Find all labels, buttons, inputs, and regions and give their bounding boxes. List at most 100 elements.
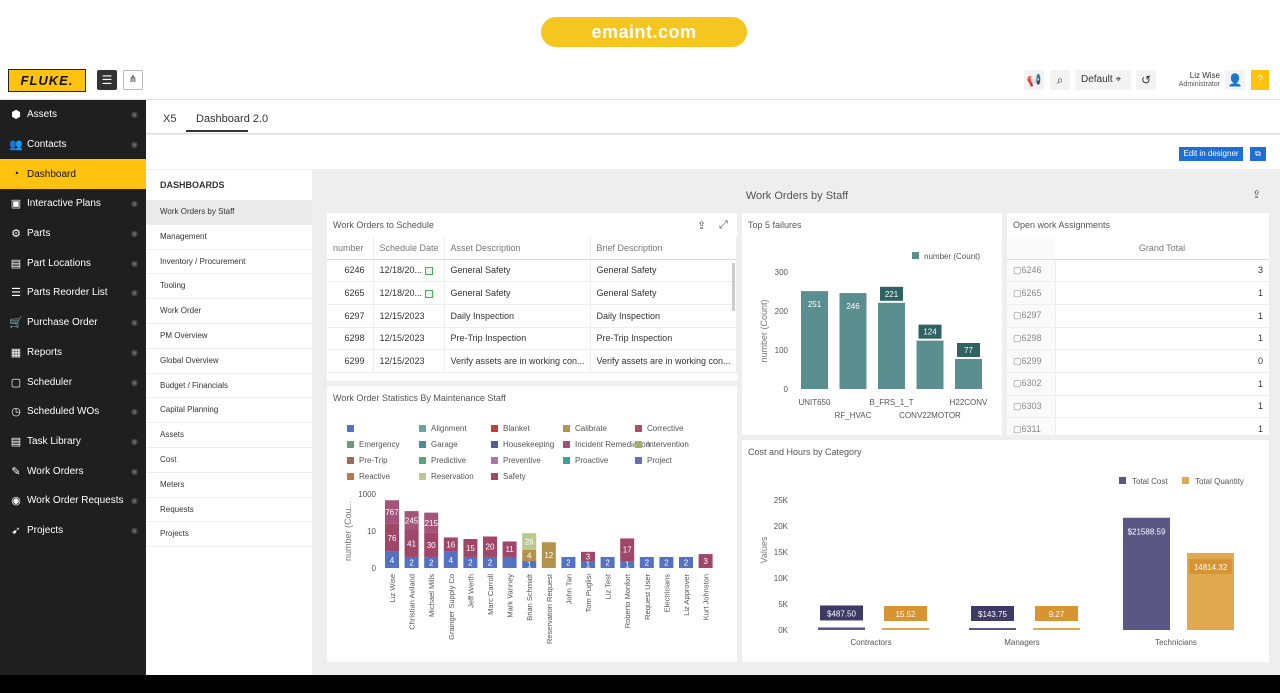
hamburger-icon[interactable]: ☰ — [97, 70, 117, 90]
dashboard-item[interactable]: Capital Planning — [146, 398, 312, 424]
help-button[interactable]: ? — [1251, 70, 1269, 90]
location-selector[interactable]: Default ⌖ — [1075, 70, 1131, 90]
sidebar-item-interactive-plans[interactable]: ▣ Interactive Plans ◉ — [0, 189, 146, 219]
edit-in-designer-button[interactable]: Edit in designer — [1179, 147, 1243, 161]
fluke-logo[interactable]: FLUKE. — [8, 69, 86, 92]
dashboard-item[interactable]: Work Order — [146, 299, 312, 324]
calendar-status-icon[interactable] — [425, 266, 434, 275]
eye-icon[interactable]: ◉ — [131, 288, 138, 298]
eye-icon[interactable]: ◉ — [131, 466, 138, 476]
share-icon[interactable]: ⇪ — [697, 220, 707, 232]
sitemap-icon[interactable]: ⋔ — [123, 70, 143, 90]
dashboard-item[interactable]: Meters — [146, 473, 312, 498]
table-row[interactable]: ▢6246 3 — [1007, 259, 1269, 283]
table-row[interactable]: 6265 12/18/20... General Safety General Saf… — [327, 281, 737, 305]
legend-item[interactable]: Intervention — [635, 440, 689, 449]
megaphone-icon[interactable]: 📢 — [1024, 70, 1044, 90]
table-row[interactable]: ▢6302 1 — [1007, 372, 1269, 396]
sidebar-item-projects[interactable]: ➹ Projects ◉ — [0, 516, 146, 546]
sidebar-item-assets[interactable]: ⬢ Assets ◉ — [0, 100, 146, 130]
eye-icon[interactable]: ◉ — [131, 377, 138, 387]
sidebar-item-reports[interactable]: ▦ Reports ◉ — [0, 338, 146, 368]
dashboard-item[interactable]: Assets — [146, 423, 312, 448]
legend-item[interactable]: Corrective — [635, 424, 683, 433]
eye-icon[interactable]: ◉ — [131, 407, 138, 417]
table-row[interactable]: 6246 12/18/20... General Safety General Saf… — [327, 259, 737, 283]
col-grand-total[interactable]: Grand Total — [1055, 237, 1269, 260]
col-number[interactable]: number — [327, 237, 374, 260]
sidebar-item-work-orders[interactable]: ✎ Work Orders ◉ — [0, 456, 146, 486]
dashboard-item[interactable]: Work Orders by Staff — [146, 200, 312, 225]
dashboard-item[interactable]: Inventory / Procurement — [146, 250, 312, 275]
sidebar-item-contacts[interactable]: 👥 Contacts ◉ — [0, 130, 146, 160]
dashboard-item[interactable]: Projects — [146, 522, 312, 548]
eye-icon[interactable]: ◉ — [131, 258, 138, 268]
legend-item[interactable]: Emergency — [347, 440, 399, 449]
legend-item[interactable]: Safety — [491, 472, 526, 481]
tab-dashboard-2[interactable]: Dashboard 2.0 — [196, 113, 269, 125]
legend-item[interactable]: Incident Remediation — [563, 440, 650, 449]
legend-item[interactable]: Alignment — [419, 424, 467, 433]
eye-icon[interactable]: ◉ — [131, 199, 138, 209]
dashboard-item[interactable]: Budget / Financials — [146, 374, 312, 399]
eye-icon[interactable]: ◉ — [131, 229, 138, 239]
dashboard-item[interactable]: Requests — [146, 498, 312, 523]
calendar-status-icon[interactable] — [425, 289, 434, 298]
sidebar-item-part-locations[interactable]: ▤ Part Locations ◉ — [0, 248, 146, 278]
legend-item[interactable] — [347, 424, 359, 433]
eye-icon[interactable]: ◉ — [131, 436, 138, 446]
sidebar-item-task-library[interactable]: ▤ Task Library ◉ — [0, 427, 146, 457]
legend-item[interactable]: Blanket — [491, 424, 530, 433]
eye-icon[interactable]: ◉ — [131, 140, 138, 150]
user-icon[interactable]: 👤 — [1225, 70, 1245, 90]
table-row[interactable]: ▢6303 1 — [1007, 395, 1269, 419]
sidebar-item-scheduler[interactable]: ▢ Scheduler ◉ — [0, 367, 146, 397]
legend-item[interactable]: Calibrate — [563, 424, 607, 433]
legend-item[interactable]: Proactive — [563, 456, 608, 465]
sidebar-item-dashboard[interactable]: ◔ Dashboard — [0, 159, 146, 190]
eye-icon[interactable]: ◉ — [131, 525, 138, 535]
legend-item[interactable]: Preventive — [491, 456, 541, 465]
dashboard-item[interactable]: Cost — [146, 448, 312, 473]
sidebar-item-work-order-requests[interactable]: ◉ Work Order Requests ◉ — [0, 486, 146, 516]
bar-segment — [581, 561, 595, 568]
table-row[interactable]: ▢6297 1 — [1007, 304, 1269, 328]
table-row[interactable]: ▢6298 1 — [1007, 327, 1269, 351]
tab-x5[interactable]: X5 — [163, 113, 177, 125]
eye-icon[interactable]: ◉ — [131, 347, 138, 357]
search-icon[interactable]: ⌕ — [1050, 70, 1070, 90]
expand-icon[interactable]: ⤢ — [719, 219, 728, 231]
sidebar-item-purchase-order[interactable]: 🛒 Purchase Order ◉ — [0, 308, 146, 338]
legend-item[interactable]: Predictive — [419, 456, 466, 465]
legend-item[interactable]: Project — [635, 456, 672, 465]
table-scrollbar[interactable] — [732, 263, 735, 311]
col-asset-description[interactable]: Asset Description — [444, 237, 591, 260]
dashboard-item[interactable]: PM Overview — [146, 324, 312, 349]
legend-item[interactable]: Garage — [419, 440, 458, 449]
table-row[interactable]: ▢6265 1 — [1007, 281, 1269, 305]
dashboard-item[interactable]: Management — [146, 225, 312, 250]
table-row[interactable]: ▢6299 0 — [1007, 349, 1269, 373]
dashboard-item[interactable]: Tooling — [146, 274, 312, 300]
dashboard-item[interactable]: Global Overview — [146, 349, 312, 374]
user-name[interactable]: Liz Wise — [1189, 71, 1220, 80]
legend-item[interactable]: Reactive — [347, 472, 390, 481]
table-row[interactable]: 6297 12/15/2023 Daily Inspection Daily Insp… — [327, 304, 737, 328]
col-schedule-date[interactable]: Schedule Date — [373, 237, 445, 260]
sidebar-item-parts[interactable]: ⚙ Parts ◉ — [0, 219, 146, 249]
eye-icon[interactable]: ◉ — [131, 110, 138, 120]
legend-item[interactable]: Pre-Trip — [347, 456, 388, 465]
legend-item[interactable]: Reservation — [419, 472, 474, 481]
external-link-icon[interactable]: ⧉ — [1250, 147, 1266, 161]
legend-item[interactable]: Housekeeping — [491, 440, 554, 449]
share-icon[interactable]: ⇪ — [1252, 189, 1262, 201]
table-row[interactable]: ▢6311 1 — [1007, 417, 1269, 435]
sidebar-item-scheduled-wos[interactable]: ◷ Scheduled WOs ◉ — [0, 397, 146, 427]
col-brief-description[interactable]: Brief Description — [590, 237, 737, 260]
sidebar-item-parts-reorder-list[interactable]: ☰ Parts Reorder List ◉ — [0, 278, 146, 308]
eye-icon[interactable]: ◉ — [131, 318, 138, 328]
table-row[interactable]: 6298 12/15/2023 Pre-Trip Inspection Pre-Tri… — [327, 327, 737, 351]
history-icon[interactable]: ↺ — [1136, 70, 1156, 90]
eye-icon[interactable]: ◉ — [131, 496, 138, 506]
table-row[interactable]: 6299 12/15/2023 Verify assets are in worki… — [327, 349, 737, 373]
